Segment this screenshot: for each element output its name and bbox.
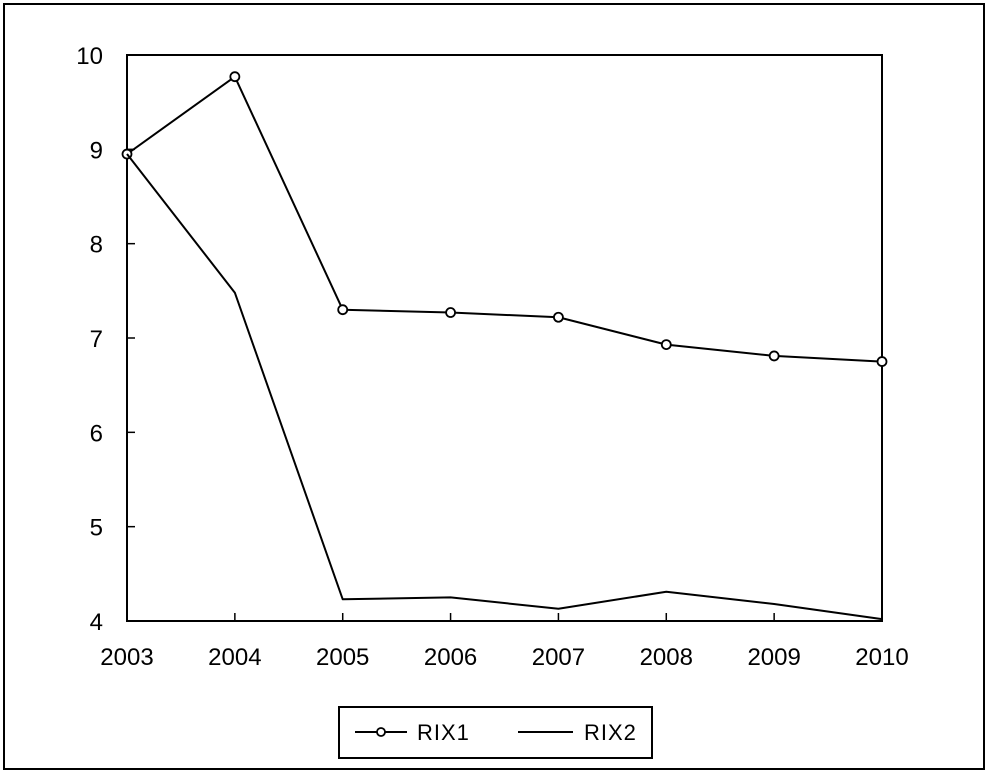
x-tick-label: 2006 bbox=[424, 644, 477, 671]
y-tick-label: 9 bbox=[90, 137, 103, 164]
x-tick-label: 2007 bbox=[532, 644, 585, 671]
y-axis: 4 5 6 7 8 9 10 bbox=[76, 43, 135, 636]
series-line-rix2 bbox=[126, 153, 883, 621]
x-tick-label: 2004 bbox=[208, 644, 261, 671]
chart-frame bbox=[3, 3, 985, 770]
x-tick-label: 2008 bbox=[640, 644, 693, 671]
y-tick-label: 6 bbox=[90, 420, 103, 447]
data-point-rix1 bbox=[553, 311, 564, 323]
y-tick-label: 10 bbox=[76, 43, 103, 70]
data-point-rix1 bbox=[445, 307, 456, 318]
x-axis: 2003 2004 2005 2006 2007 2008 2009 2010 bbox=[100, 613, 909, 671]
x-tick-label: 2009 bbox=[747, 644, 800, 671]
y-tick-label: 5 bbox=[90, 515, 103, 542]
plot-area bbox=[126, 54, 883, 622]
data-point-rix1 bbox=[768, 350, 780, 362]
legend: RIX1 RIX2 bbox=[338, 706, 653, 759]
y-tick-label: 8 bbox=[90, 232, 103, 259]
data-point-rix1 bbox=[337, 304, 349, 316]
legend-marker-rix1 bbox=[376, 727, 386, 737]
data-point-rix1 bbox=[876, 356, 888, 367]
series-layer bbox=[121, 71, 888, 621]
data-point-rix1 bbox=[660, 339, 672, 351]
x-tick-label: 2003 bbox=[100, 644, 153, 671]
series-line-rix1 bbox=[126, 75, 883, 363]
legend-label-rix1: RIX1 bbox=[417, 720, 470, 745]
y-tick-label: 4 bbox=[90, 609, 103, 636]
x-tick-label: 2005 bbox=[316, 644, 369, 671]
y-tick-label: 7 bbox=[90, 326, 103, 353]
x-tick-label: 2010 bbox=[855, 644, 908, 671]
legend-label-rix2: RIX2 bbox=[584, 720, 637, 745]
data-point-rix1 bbox=[229, 71, 241, 83]
